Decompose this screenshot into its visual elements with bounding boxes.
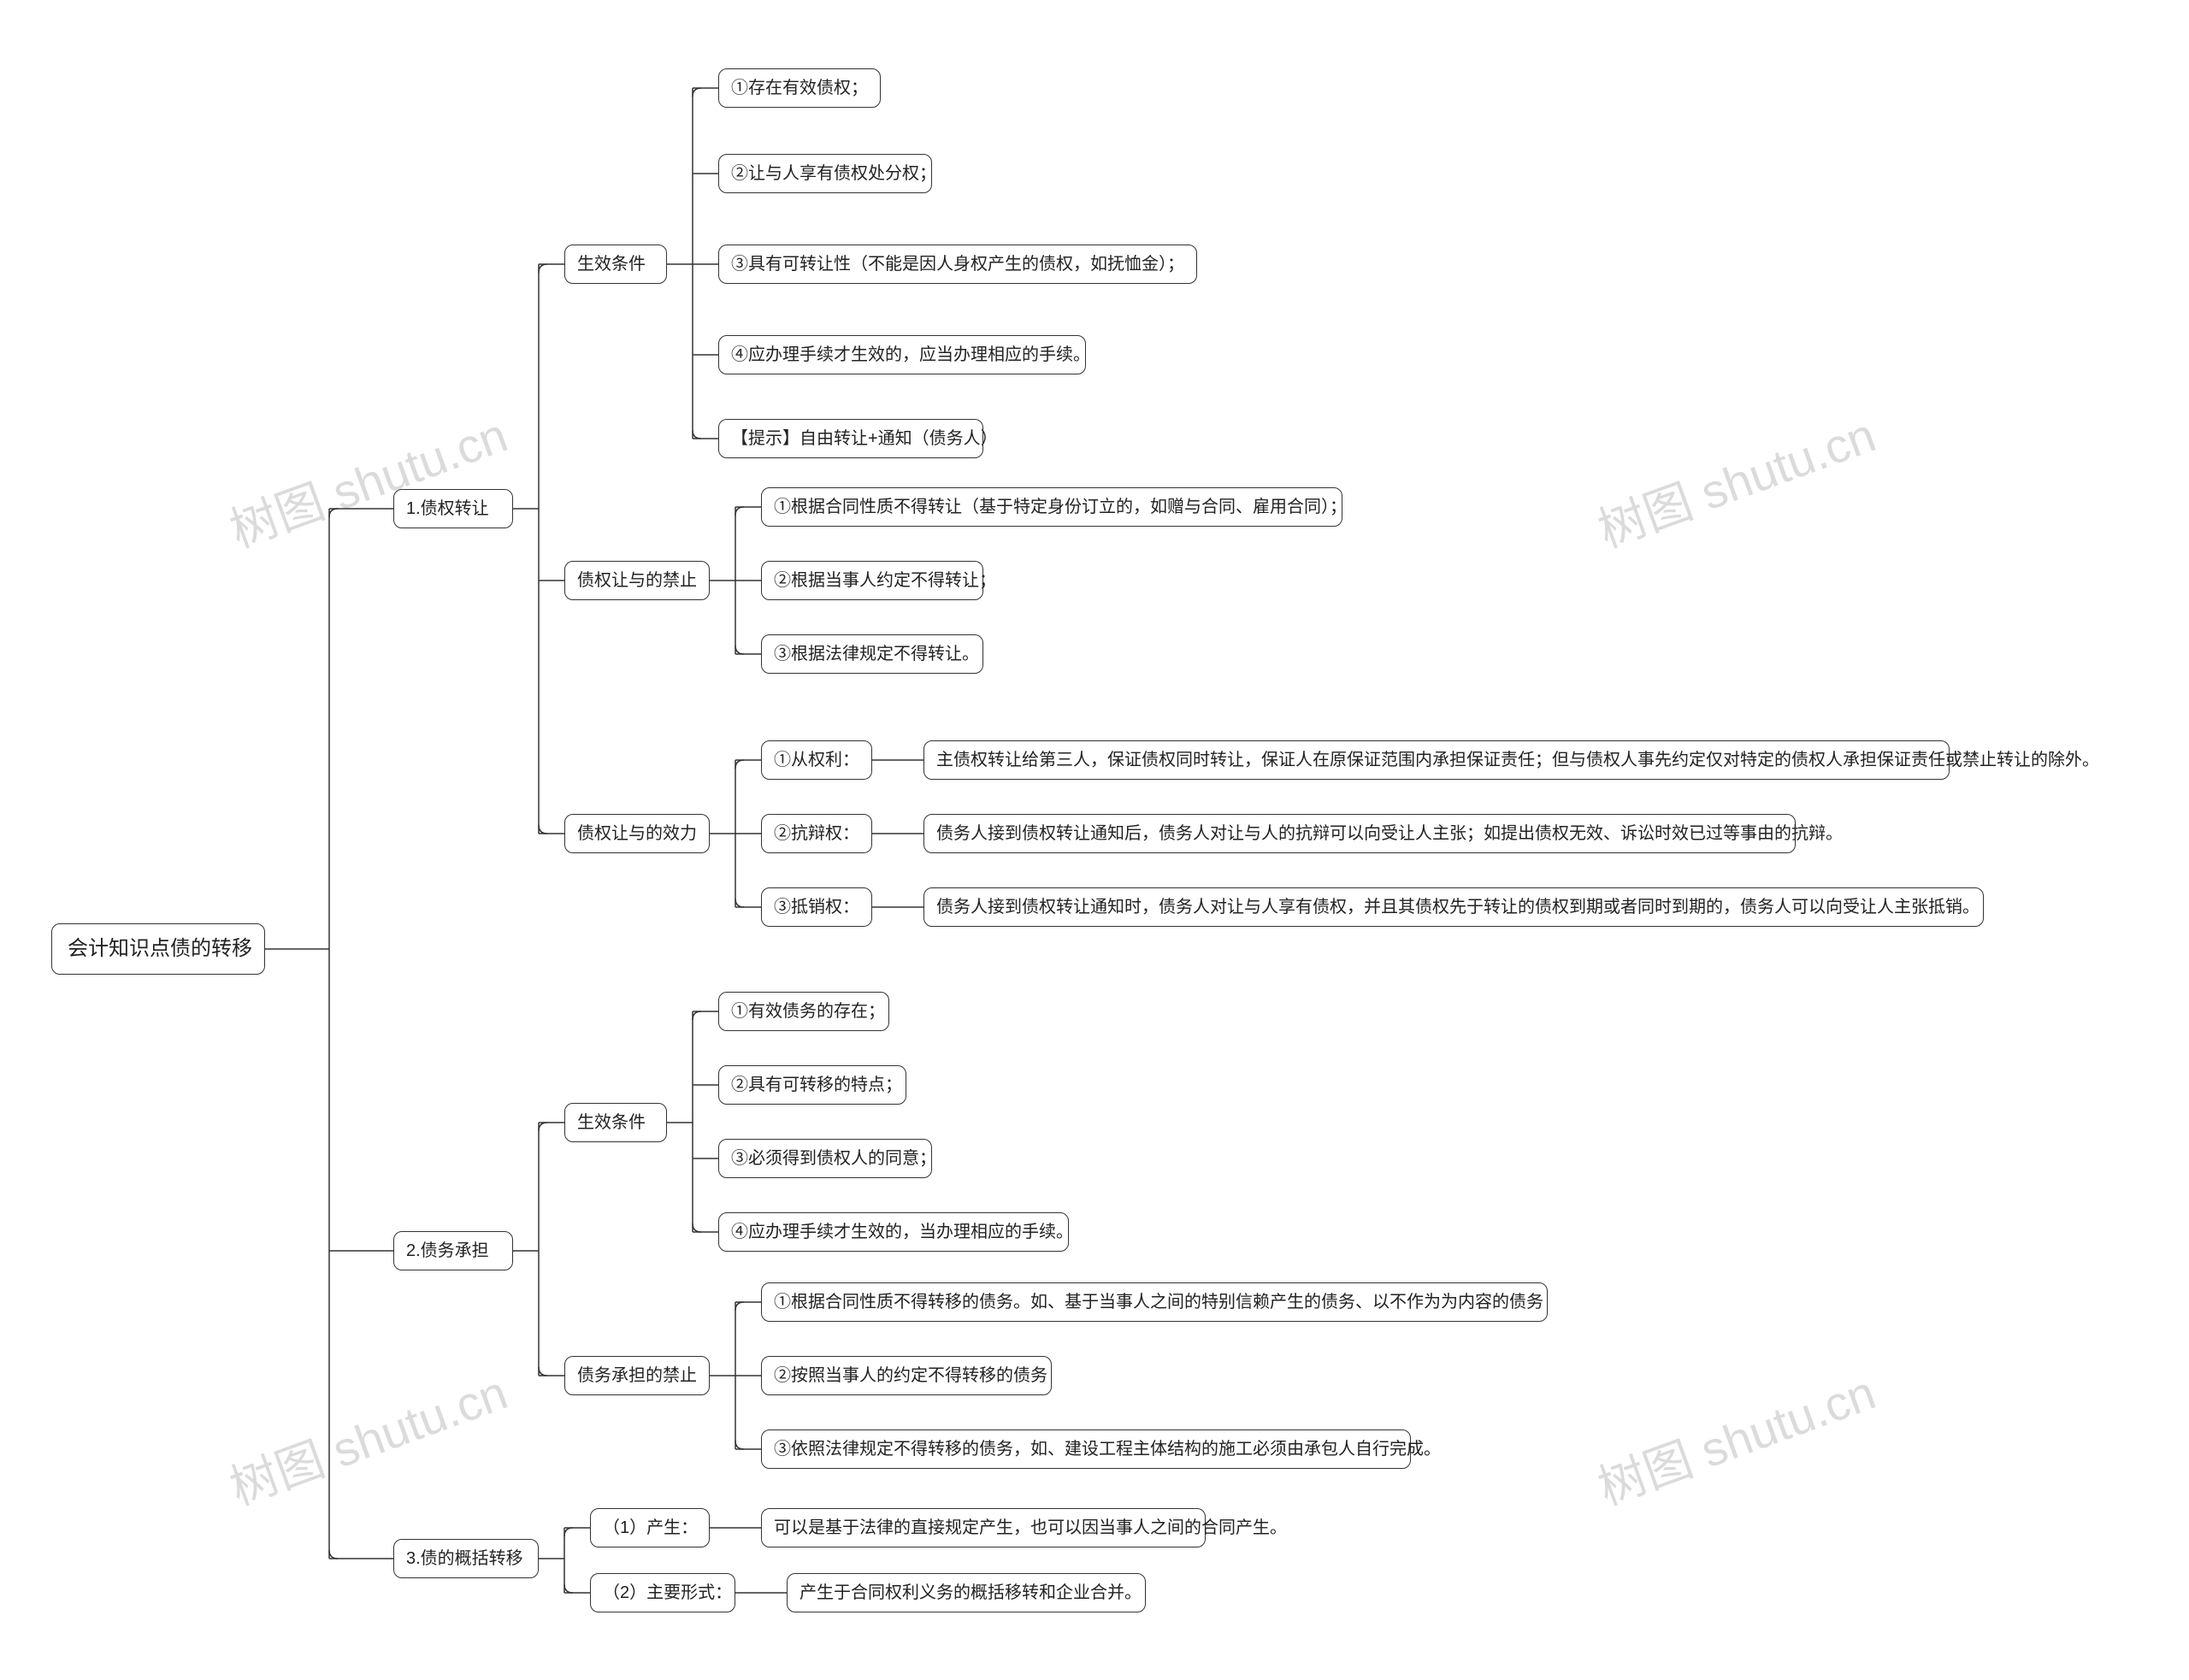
mindmap-node-label: 【提示】自由转让+通知（债务人） [731, 427, 998, 451]
mindmap-node: 【提示】自由转让+通知（债务人） [718, 419, 983, 458]
mindmap-node: 生效条件 [564, 1103, 667, 1142]
mindmap-node-label: 债权让与的效力 [577, 822, 697, 846]
mindmap-node-label: ④应办理手续才生效的，当办理相应的手续。 [731, 1220, 1073, 1244]
mindmap-node: 生效条件 [564, 245, 667, 284]
mindmap-node-label: 3.债的概括转移 [406, 1547, 523, 1571]
mindmap-node-label: 2.债务承担 [406, 1239, 489, 1263]
mindmap-node: （1）产生： [590, 1508, 710, 1547]
mindmap-node: 主债权转让给第三人，保证债权同时转让，保证人在原保证范围内承担保证责任；但与债权… [923, 740, 1950, 780]
mindmap-node-label: 可以是基于法律的直接规定产生，也可以因当事人之间的合同产生。 [774, 1516, 1287, 1540]
mindmap-node: ②按照当事人的约定不得转移的债务 [761, 1356, 1052, 1395]
mindmap-node: 3.债的概括转移 [393, 1539, 539, 1578]
mindmap-node-label: 1.债权转让 [406, 497, 489, 521]
mindmap-node-label: 债务人接到债权转让通知时，债务人对让与人享有债权，并且其债权先于转让的债权到期或… [936, 895, 1980, 919]
mindmap-node-label: （1）产生： [603, 1516, 698, 1540]
mindmap-node: 产生于合同权利义务的概括移转和企业合并。 [787, 1573, 1146, 1612]
mindmap-node: ③抵销权： [761, 887, 872, 927]
mindmap-node-label: ①存在有效债权； [731, 76, 868, 100]
mindmap-node: ①从权利： [761, 740, 872, 780]
mindmap-canvas: { "root_title": "会计知识点债的转移", "watermark_… [0, 0, 2189, 1680]
mindmap-node: ④应办理手续才生效的，应当办理相应的手续。 [718, 335, 1086, 374]
mindmap-node: ②抗辩权： [761, 814, 872, 853]
mindmap-node: ②根据当事人约定不得转让； [761, 561, 983, 600]
mindmap-node-label: ③根据法律规定不得转让。 [774, 642, 979, 666]
watermark: 树图 shutu.cn [219, 1354, 516, 1518]
mindmap-node: ①有效债务的存在； [718, 992, 889, 1031]
mindmap-node-label: ②具有可转移的特点； [731, 1073, 902, 1097]
mindmap-node: （2）主要形式： [590, 1573, 735, 1612]
mindmap-node-label: ①有效债务的存在； [731, 999, 885, 1023]
mindmap-node-label: ①根据合同性质不得转移的债务。如、基于当事人之间的特别信赖产生的债务、以不作为为… [774, 1290, 1543, 1314]
mindmap-node-label: ④应办理手续才生效的，应当办理相应的手续。 [731, 343, 1090, 367]
mindmap-node-label: 会计知识点债的转移 [68, 934, 252, 964]
mindmap-node: 2.债务承担 [393, 1231, 513, 1270]
mindmap-node: 1.债权转让 [393, 489, 513, 528]
mindmap-node: ①根据合同性质不得转让（基于特定身份订立的，如赠与合同、雇用合同）； [761, 487, 1342, 527]
mindmap-node-label: 生效条件 [577, 1111, 646, 1135]
mindmap-node-label: ③抵销权： [774, 895, 859, 919]
mindmap-node-label: 生效条件 [577, 252, 646, 276]
mindmap-node-label: ②让与人享有债权处分权； [731, 162, 936, 186]
mindmap-node-label: ③具有可转让性（不能是因人身权产生的债权，如抚恤金）； [731, 252, 1184, 276]
mindmap-node-label: 产生于合同权利义务的概括移转和企业合并。 [799, 1581, 1142, 1605]
mindmap-node-label: 债务人接到债权转让通知后，债务人对让与人的抗辩可以向受让人主张；如提出债权无效、… [936, 822, 1843, 846]
mindmap-node: ①存在有效债权； [718, 68, 881, 108]
mindmap-node-label: ①根据合同性质不得转让（基于特定身份订立的，如赠与合同、雇用合同）； [774, 495, 1347, 519]
mindmap-node: ④应办理手续才生效的，当办理相应的手续。 [718, 1212, 1069, 1252]
mindmap-node-label: ②抗辩权： [774, 822, 859, 846]
mindmap-node-label: ③必须得到债权人的同意； [731, 1147, 936, 1170]
mindmap-node: 债务人接到债权转让通知时，债务人对让与人享有债权，并且其债权先于转让的债权到期或… [923, 887, 1984, 927]
mindmap-node: 可以是基于法律的直接规定产生，也可以因当事人之间的合同产生。 [761, 1508, 1206, 1547]
mindmap-node-label: ②根据当事人约定不得转让； [774, 569, 996, 592]
mindmap-node: ③根据法律规定不得转让。 [761, 634, 983, 674]
mindmap-node: ①根据合同性质不得转移的债务。如、基于当事人之间的特别信赖产生的债务、以不作为为… [761, 1282, 1548, 1322]
mindmap-node: ②具有可转移的特点； [718, 1065, 906, 1105]
watermark: 树图 shutu.cn [1587, 397, 1884, 561]
mindmap-node-label: ②按照当事人的约定不得转移的债务 [774, 1364, 1047, 1388]
watermark: 树图 shutu.cn [219, 397, 516, 561]
mindmap-node-label: 主债权转让给第三人，保证债权同时转让，保证人在原保证范围内承担保证责任；但与债权… [936, 748, 2099, 772]
mindmap-node: 债务承担的禁止 [564, 1356, 710, 1395]
mindmap-node: ③具有可转让性（不能是因人身权产生的债权，如抚恤金）； [718, 245, 1197, 284]
mindmap-node-label: ③依照法律规定不得转移的债务，如、建设工程主体结构的施工必须由承包人自行完成。 [774, 1437, 1441, 1461]
mindmap-node-label: （2）主要形式： [603, 1581, 732, 1605]
mindmap-node: ③依照法律规定不得转移的债务，如、建设工程主体结构的施工必须由承包人自行完成。 [761, 1429, 1411, 1469]
mindmap-node-label: ①从权利： [774, 748, 859, 772]
mindmap-node: 债权让与的效力 [564, 814, 710, 853]
mindmap-node: ②让与人享有债权处分权； [718, 154, 932, 193]
mindmap-node-label: 债务承担的禁止 [577, 1364, 697, 1388]
mindmap-node: ③必须得到债权人的同意； [718, 1139, 932, 1178]
mindmap-node: 会计知识点债的转移 [51, 923, 265, 975]
mindmap-node: 债务人接到债权转让通知后，债务人对让与人的抗辩可以向受让人主张；如提出债权无效、… [923, 814, 1796, 853]
mindmap-node-label: 债权让与的禁止 [577, 569, 697, 592]
watermark: 树图 shutu.cn [1587, 1354, 1884, 1518]
mindmap-node: 债权让与的禁止 [564, 561, 710, 600]
